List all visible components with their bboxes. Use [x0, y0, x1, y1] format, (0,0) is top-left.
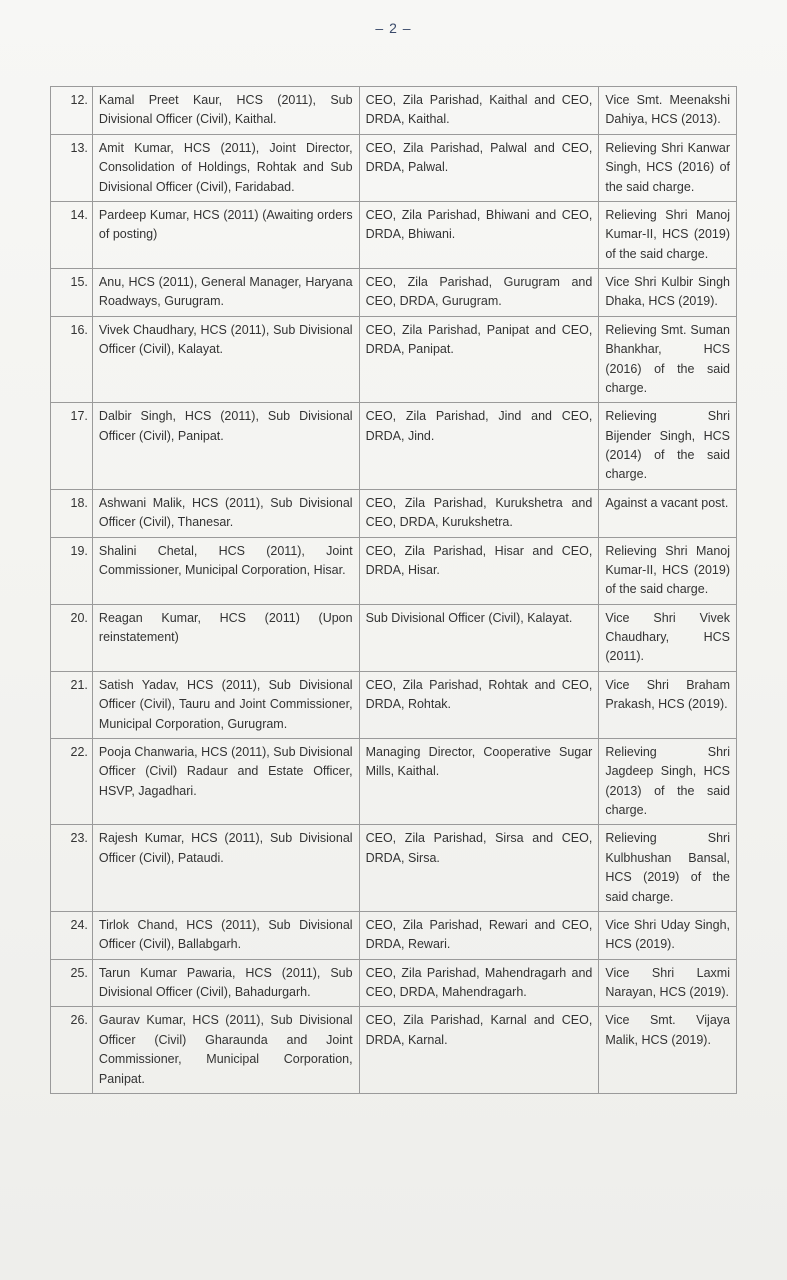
remarks-cell: Vice Shri Laxmi Narayan, HCS (2019). — [599, 959, 737, 1007]
officer-name-cell: Tirlok Chand, HCS (2011), Sub Divisional… — [92, 911, 359, 959]
serial-number: 18. — [51, 489, 93, 537]
page-number: – 2 – — [50, 20, 737, 36]
remarks-cell: Vice Shri Vivek Chaudhary, HCS (2011). — [599, 604, 737, 671]
officer-name-cell: Dalbir Singh, HCS (2011), Sub Divisional… — [92, 403, 359, 490]
posting-cell: CEO, Zila Parishad, Mahendragarh and CEO… — [359, 959, 599, 1007]
serial-number: 21. — [51, 671, 93, 738]
remarks-cell: Vice Shri Uday Singh, HCS (2019). — [599, 911, 737, 959]
serial-number: 25. — [51, 959, 93, 1007]
table-row: 16.Vivek Chaudhary, HCS (2011), Sub Divi… — [51, 316, 737, 403]
table-row: 13.Amit Kumar, HCS (2011), Joint Directo… — [51, 134, 737, 201]
table-row: 22.Pooja Chanwaria, HCS (2011), Sub Divi… — [51, 738, 737, 825]
officer-name-cell: Reagan Kumar, HCS (2011) (Upon reinstate… — [92, 604, 359, 671]
posting-cell: CEO, Zila Parishad, Rohtak and CEO, DRDA… — [359, 671, 599, 738]
remarks-cell: Relieving Shri Bijender Singh, HCS (2014… — [599, 403, 737, 490]
table-row: 24.Tirlok Chand, HCS (2011), Sub Divisio… — [51, 911, 737, 959]
serial-number: 23. — [51, 825, 93, 912]
serial-number: 12. — [51, 87, 93, 135]
table-row: 20.Reagan Kumar, HCS (2011) (Upon reinst… — [51, 604, 737, 671]
document-page: – 2 – 12.Kamal Preet Kaur, HCS (2011), S… — [0, 0, 787, 1280]
remarks-cell: Against a vacant post. — [599, 489, 737, 537]
serial-number: 15. — [51, 269, 93, 317]
officer-name-cell: Pooja Chanwaria, HCS (2011), Sub Divisio… — [92, 738, 359, 825]
officer-name-cell: Gaurav Kumar, HCS (2011), Sub Divisional… — [92, 1007, 359, 1094]
posting-cell: CEO, Zila Parishad, Gurugram and CEO, DR… — [359, 269, 599, 317]
remarks-cell: Relieving Shri Manoj Kumar-II, HCS (2019… — [599, 537, 737, 604]
officer-name-cell: Pardeep Kumar, HCS (2011) (Awaiting orde… — [92, 201, 359, 268]
remarks-cell: Vice Shri Braham Prakash, HCS (2019). — [599, 671, 737, 738]
posting-cell: CEO, Zila Parishad, Palwal and CEO, DRDA… — [359, 134, 599, 201]
posting-cell: CEO, Zila Parishad, Karnal and CEO, DRDA… — [359, 1007, 599, 1094]
serial-number: 14. — [51, 201, 93, 268]
serial-number: 22. — [51, 738, 93, 825]
serial-number: 26. — [51, 1007, 93, 1094]
serial-number: 19. — [51, 537, 93, 604]
table-row: 18.Ashwani Malik, HCS (2011), Sub Divisi… — [51, 489, 737, 537]
remarks-cell: Vice Smt. Vijaya Malik, HCS (2019). — [599, 1007, 737, 1094]
posting-cell: CEO, Zila Parishad, Sirsa and CEO, DRDA,… — [359, 825, 599, 912]
posting-cell: CEO, Zila Parishad, Rewari and CEO, DRDA… — [359, 911, 599, 959]
posting-cell: CEO, Zila Parishad, Kaithal and CEO, DRD… — [359, 87, 599, 135]
officer-name-cell: Rajesh Kumar, HCS (2011), Sub Divisional… — [92, 825, 359, 912]
posting-cell: CEO, Zila Parishad, Hisar and CEO, DRDA,… — [359, 537, 599, 604]
remarks-cell: Relieving Shri Kanwar Singh, HCS (2016) … — [599, 134, 737, 201]
table-row: 17.Dalbir Singh, HCS (2011), Sub Divisio… — [51, 403, 737, 490]
table-row: 15.Anu, HCS (2011), General Manager, Har… — [51, 269, 737, 317]
postings-table: 12.Kamal Preet Kaur, HCS (2011), Sub Div… — [50, 86, 737, 1094]
posting-cell: CEO, Zila Parishad, Panipat and CEO, DRD… — [359, 316, 599, 403]
officer-name-cell: Vivek Chaudhary, HCS (2011), Sub Divisio… — [92, 316, 359, 403]
table-row: 14.Pardeep Kumar, HCS (2011) (Awaiting o… — [51, 201, 737, 268]
remarks-cell: Vice Shri Kulbir Singh Dhaka, HCS (2019)… — [599, 269, 737, 317]
posting-cell: CEO, Zila Parishad, Bhiwani and CEO, DRD… — [359, 201, 599, 268]
officer-name-cell: Ashwani Malik, HCS (2011), Sub Divisiona… — [92, 489, 359, 537]
officer-name-cell: Kamal Preet Kaur, HCS (2011), Sub Divisi… — [92, 87, 359, 135]
table-row: 21.Satish Yadav, HCS (2011), Sub Divisio… — [51, 671, 737, 738]
serial-number: 16. — [51, 316, 93, 403]
remarks-cell: Relieving Shri Jagdeep Singh, HCS (2013)… — [599, 738, 737, 825]
table-row: 23.Rajesh Kumar, HCS (2011), Sub Divisio… — [51, 825, 737, 912]
remarks-cell: Relieving Smt. Suman Bhankhar, HCS (2016… — [599, 316, 737, 403]
table-row: 19.Shalini Chetal, HCS (2011), Joint Com… — [51, 537, 737, 604]
serial-number: 13. — [51, 134, 93, 201]
table-row: 25.Tarun Kumar Pawaria, HCS (2011), Sub … — [51, 959, 737, 1007]
officer-name-cell: Anu, HCS (2011), General Manager, Haryan… — [92, 269, 359, 317]
officer-name-cell: Shalini Chetal, HCS (2011), Joint Commis… — [92, 537, 359, 604]
remarks-cell: Relieving Shri Manoj Kumar-II, HCS (2019… — [599, 201, 737, 268]
officer-name-cell: Tarun Kumar Pawaria, HCS (2011), Sub Div… — [92, 959, 359, 1007]
serial-number: 17. — [51, 403, 93, 490]
table-row: 26.Gaurav Kumar, HCS (2011), Sub Divisio… — [51, 1007, 737, 1094]
serial-number: 20. — [51, 604, 93, 671]
posting-cell: CEO, Zila Parishad, Kurukshetra and CEO,… — [359, 489, 599, 537]
officer-name-cell: Satish Yadav, HCS (2011), Sub Divisional… — [92, 671, 359, 738]
table-row: 12.Kamal Preet Kaur, HCS (2011), Sub Div… — [51, 87, 737, 135]
posting-cell: Sub Divisional Officer (Civil), Kalayat. — [359, 604, 599, 671]
posting-cell: Managing Director, Cooperative Sugar Mil… — [359, 738, 599, 825]
officer-name-cell: Amit Kumar, HCS (2011), Joint Director, … — [92, 134, 359, 201]
remarks-cell: Relieving Shri Kulbhushan Bansal, HCS (2… — [599, 825, 737, 912]
remarks-cell: Vice Smt. Meenakshi Dahiya, HCS (2013). — [599, 87, 737, 135]
serial-number: 24. — [51, 911, 93, 959]
posting-cell: CEO, Zila Parishad, Jind and CEO, DRDA, … — [359, 403, 599, 490]
